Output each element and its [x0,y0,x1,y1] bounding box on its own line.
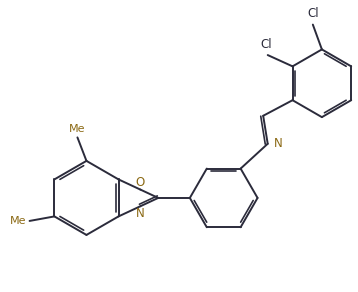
Text: Cl: Cl [260,38,272,51]
Text: Cl: Cl [307,7,319,20]
Text: O: O [136,176,145,189]
Text: Me: Me [69,124,86,134]
Text: N: N [274,137,283,150]
Text: N: N [136,207,145,220]
Text: Me: Me [9,216,26,226]
